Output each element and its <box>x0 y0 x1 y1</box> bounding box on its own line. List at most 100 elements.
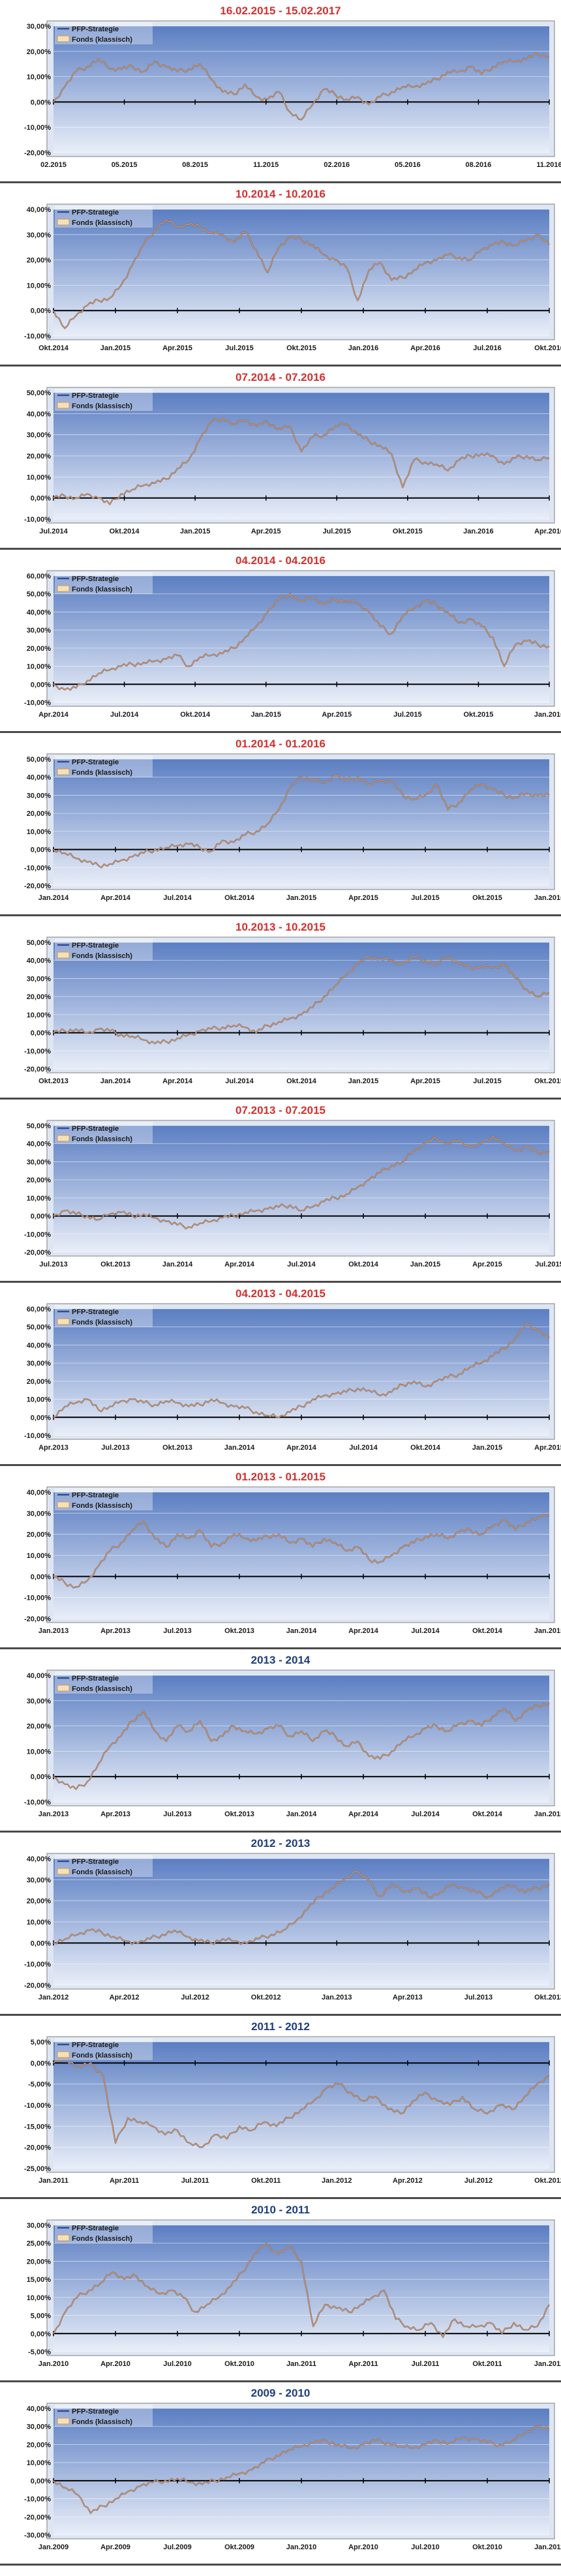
x-tick-label: Jul.2013 <box>39 1261 67 1268</box>
legend-label-fund: Fonds (klassisch) <box>72 219 132 227</box>
legend-background <box>55 2221 153 2243</box>
y-tick-label: 0,00% <box>31 2059 51 2067</box>
y-tick-label: -10,00% <box>24 516 51 524</box>
x-tick-label: Okt.2015 <box>393 528 423 535</box>
x-tick-label: Okt.2015 <box>472 894 502 902</box>
y-tick-label: 40,00% <box>27 2405 52 2413</box>
x-tick-label: Okt.2010 <box>472 2543 502 2551</box>
x-tick-label: Jul.2013 <box>163 1627 191 1635</box>
y-tick-label: 40,00% <box>27 774 52 782</box>
series-line-fund <box>53 593 550 691</box>
x-tick-label: Jul.2011 <box>181 2177 209 2185</box>
y-tick-label: -20,00% <box>24 882 51 890</box>
x-tick-label: Okt.2014 <box>180 711 211 719</box>
series-line-fund <box>53 218 550 329</box>
chart-panel: 01.2014 - 01.2016 50,00% 40,00% 30,00% 20,00… <box>0 733 561 916</box>
legend-label-fund: Fonds (klassisch) <box>72 1319 132 1326</box>
line-chart: 30,00% 25,00% 20,00% 15,00% 10,00% 5,00% 0,00%… <box>27 2219 561 2368</box>
chart-title: 10.2013 - 10.2015 <box>235 921 326 933</box>
panel-divider <box>0 181 561 183</box>
y-tick-label: 25,00% <box>27 2240 52 2248</box>
x-tick-label: Apr.2010 <box>348 2543 378 2551</box>
plot-area <box>53 209 549 336</box>
x-tick-label: Okt.2015 <box>286 344 316 352</box>
x-tick-label: Jul.2014 <box>349 1444 378 1452</box>
panel-divider <box>0 1098 561 1100</box>
x-tick-label: Apr.2016 <box>534 528 561 535</box>
y-tick-label: 20,00% <box>27 257 52 265</box>
x-tick-label: Okt.2014 <box>472 1810 503 1818</box>
chart-panel: 2009 - 2010 40,00% 30,00% 20,00% 10,00% 0,00%… <box>0 2382 561 2566</box>
chart-title: 2009 - 2010 <box>250 2387 311 2399</box>
plot-area <box>53 26 549 153</box>
y-tick-label: 40,00% <box>27 608 52 616</box>
legend: PFP-Strategie Fonds (klassisch) <box>55 2221 153 2243</box>
x-tick-label: Okt.2013 <box>224 1810 254 1818</box>
series-line-fund <box>53 775 550 869</box>
x-tick-label: 05.2016 <box>395 161 421 169</box>
y-tick-label: -5,00% <box>28 2081 51 2089</box>
x-tick-label: Apr.2013 <box>100 1810 130 1818</box>
line-chart: 40,00% 30,00% 20,00% 10,00% 0,00% -10,00% -20,… <box>24 1853 561 2001</box>
x-tick-label: Jul.2015 <box>225 344 253 352</box>
panel-divider <box>0 365 561 367</box>
y-tick-label: 30,00% <box>27 23 52 31</box>
y-tick-label: 0,00% <box>31 1213 51 1221</box>
x-tick-label: Okt.2010 <box>224 2360 254 2368</box>
chart-panel: 07.2014 - 07.2016 50,00% 40,00% 30,00% 20,00… <box>0 367 561 550</box>
x-tick-label: Jul.2015 <box>393 711 421 719</box>
legend: PFP-Strategie Fonds (klassisch) <box>55 755 153 777</box>
y-tick-label: -10,00% <box>24 333 51 340</box>
y-tick-label: -25,00% <box>24 2165 51 2173</box>
x-tick-label: Apr.2015 <box>348 894 378 902</box>
y-tick-label: 50,00% <box>27 756 52 764</box>
y-tick-label: -20,00% <box>24 149 51 157</box>
chart-title: 2011 - 2012 <box>251 2020 310 2033</box>
x-tick-label: Okt.2013 <box>100 1261 130 1268</box>
legend-label-strategy: PFP-Strategie <box>72 1858 119 1866</box>
y-tick-label: 10,00% <box>27 2459 52 2467</box>
legend-label-fund: Fonds (klassisch) <box>72 952 132 960</box>
panel-divider <box>0 548 561 550</box>
legend-background <box>55 572 153 594</box>
y-tick-label: -30,00% <box>24 2532 51 2539</box>
y-tick-label: -10,00% <box>24 1231 51 1238</box>
legend-marker-fund <box>57 585 70 592</box>
legend-marker-fund <box>57 768 70 775</box>
y-tick-label: 50,00% <box>27 1122 52 1130</box>
y-tick-label: 30,00% <box>27 1698 52 1705</box>
x-tick-label: Jul.2014 <box>225 1077 254 1085</box>
legend-label-fund: Fonds (klassisch) <box>72 36 132 44</box>
y-tick-label: 40,00% <box>27 1141 52 1148</box>
legend-label-strategy: PFP-Strategie <box>72 1675 119 1683</box>
y-tick-label: 30,00% <box>27 1510 52 1518</box>
y-tick-label: 40,00% <box>27 206 52 214</box>
x-tick-label: Okt.2014 <box>286 1077 317 1085</box>
x-tick-label: Apr.2014 <box>286 1444 317 1452</box>
panel-divider <box>0 914 561 916</box>
x-tick-label: Jan.2015 <box>410 1261 440 1268</box>
legend-marker-fund <box>57 1868 70 1875</box>
y-tick-label: 10,00% <box>27 2294 52 2302</box>
line-chart: 60,00% 50,00% 40,00% 30,00% 20,00% 10,00% 0,00… <box>24 570 561 719</box>
legend-label-fund: Fonds (klassisch) <box>72 2235 132 2243</box>
legend-background <box>55 1671 153 1694</box>
x-tick-label: 08.2015 <box>182 161 208 169</box>
x-tick-label: Jan.2016 <box>348 344 378 352</box>
legend-label-strategy: PFP-Strategie <box>72 2224 119 2232</box>
y-tick-label: 10,00% <box>27 1396 52 1404</box>
legend-background <box>55 22 153 44</box>
line-chart: 40,00% 30,00% 20,00% 10,00% 0,00% -10,00% -20,… <box>24 1486 561 1635</box>
legend-label-strategy: PFP-Strategie <box>72 2408 119 2416</box>
series-line-fund <box>53 417 550 505</box>
legend-marker-fund <box>57 2234 70 2241</box>
x-tick-label: Jul.2015 <box>411 894 439 902</box>
y-tick-label: 50,00% <box>27 1324 52 1332</box>
x-tick-label: Jul.2015 <box>473 1077 501 1085</box>
x-tick-label: Jul.2015 <box>535 1261 561 1268</box>
legend-marker-fund <box>57 1501 70 1508</box>
legend-label-strategy: PFP-Strategie <box>72 25 119 33</box>
legend: PFP-Strategie Fonds (klassisch) <box>55 205 153 228</box>
plot-area <box>53 1126 549 1252</box>
plot-area <box>53 759 549 886</box>
